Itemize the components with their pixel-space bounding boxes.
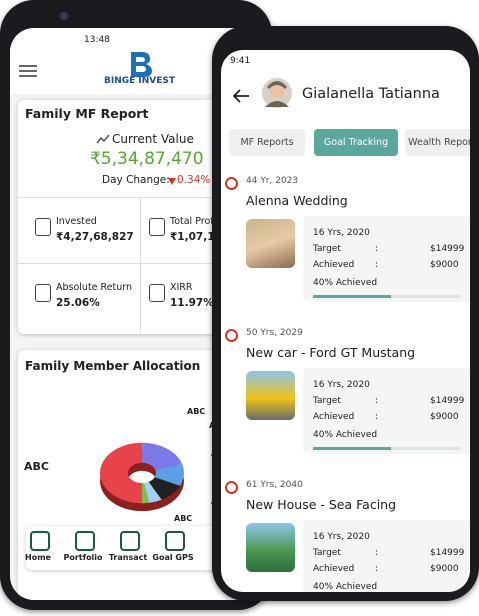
goal-image bbox=[246, 523, 295, 572]
goal-card bbox=[303, 368, 470, 454]
goal-card bbox=[303, 520, 470, 592]
stat-icon bbox=[149, 284, 165, 302]
nav-icon[interactable] bbox=[120, 531, 140, 551]
tab[interactable]: MF Reports bbox=[229, 129, 305, 156]
front-screen: 9:41 Gialanella Tatianna MF Reports Goal … bbox=[221, 50, 470, 592]
goal-field-label: Achieved bbox=[313, 260, 355, 270]
front-phone: 9:41 Gialanella Tatianna MF Reports Goal … bbox=[212, 26, 479, 601]
goal-icon bbox=[225, 481, 238, 494]
current-value: ₹5,34,87,470 bbox=[90, 149, 204, 169]
goal-field-value: $14999 bbox=[430, 396, 465, 406]
progress-fill bbox=[313, 295, 391, 298]
stat-icon bbox=[35, 218, 51, 236]
pie-label: ABC bbox=[187, 407, 206, 416]
stat-label: XIRR bbox=[170, 282, 193, 293]
goal-progress-label: 40% Achieved bbox=[313, 278, 378, 288]
goal-field-value: $9000 bbox=[430, 412, 459, 422]
pie-label: ABC bbox=[174, 514, 193, 523]
goal-progress-label: 40% Achieved bbox=[313, 582, 378, 592]
progress-fill bbox=[313, 447, 391, 450]
goal-field-value: $9000 bbox=[430, 564, 459, 574]
stat-icon bbox=[149, 218, 165, 236]
goal-title: New car - Ford GT Mustang bbox=[246, 345, 416, 360]
trend-icon bbox=[96, 134, 110, 144]
goal-field-value: $14999 bbox=[430, 244, 465, 254]
goal-image bbox=[246, 219, 295, 268]
goal-separator: : bbox=[375, 260, 379, 270]
goal-age: 61 Yrs, 2040 bbox=[246, 480, 303, 490]
goal-field-value: $9000 bbox=[430, 260, 459, 270]
goal-field-label: Target bbox=[313, 244, 341, 254]
tab[interactable]: Goal Tracking bbox=[314, 129, 398, 156]
goal-field-label: Achieved bbox=[313, 564, 355, 574]
stat-icon bbox=[35, 284, 51, 302]
pie-label: ABC bbox=[24, 460, 49, 473]
camera bbox=[60, 12, 68, 20]
goal-field-label: Target bbox=[313, 548, 341, 558]
stat-value: ₹4,27,68,827 bbox=[56, 231, 134, 243]
menu-icon bbox=[19, 65, 37, 77]
nav-label[interactable]: Home bbox=[25, 553, 51, 562]
goal-separator: : bbox=[375, 412, 379, 422]
goal-title: New House - Sea Facing bbox=[246, 497, 397, 512]
back-arrow[interactable] bbox=[231, 88, 251, 104]
goal-field-label: Achieved bbox=[313, 412, 355, 422]
logo bbox=[131, 52, 152, 77]
stat-label: Total Profi bbox=[170, 216, 217, 227]
nav-icon[interactable] bbox=[30, 531, 50, 551]
stat-value: ₹1,07,18 bbox=[170, 231, 222, 243]
goal-icon bbox=[225, 177, 238, 190]
stat-label: Invested bbox=[56, 216, 97, 227]
allocation-title: Family Member Allocation bbox=[25, 359, 201, 373]
brand: BINGE INVEST bbox=[104, 76, 176, 86]
stat-label: Absolute Return bbox=[56, 282, 133, 293]
goal-separator: : bbox=[375, 548, 379, 558]
goal-image bbox=[246, 371, 295, 420]
nav-label[interactable]: Portfolio bbox=[63, 553, 103, 562]
down-arrow bbox=[168, 178, 176, 185]
goal-age: 44 Yr, 2023 bbox=[246, 176, 299, 186]
status-time: 13:48 bbox=[84, 35, 110, 45]
user-name: Gialanella Tatianna bbox=[302, 86, 440, 102]
goal-field-label: Target bbox=[313, 396, 341, 406]
current-value-label: Current Value bbox=[112, 132, 194, 146]
nav-label[interactable]: Goal GPS bbox=[152, 553, 194, 562]
goal-period: 16 Yrs, 2020 bbox=[313, 532, 370, 542]
nav-label[interactable]: Transact bbox=[108, 553, 148, 562]
nav-icon[interactable] bbox=[75, 531, 95, 551]
divider bbox=[140, 197, 141, 333]
goal-separator: : bbox=[375, 564, 379, 574]
goal-period: 16 Yrs, 2020 bbox=[313, 228, 370, 238]
day-change: 0.34% bbox=[177, 174, 211, 186]
report-title: Family MF Report bbox=[25, 106, 149, 121]
status-time: 9:41 bbox=[230, 56, 251, 66]
avatar bbox=[262, 78, 292, 108]
goal-card bbox=[303, 216, 470, 302]
day-change-label: Day Change: bbox=[102, 174, 170, 186]
tab[interactable]: Wealth Repor bbox=[405, 129, 470, 156]
donut-chart bbox=[100, 442, 184, 512]
goal-title: Alenna Wedding bbox=[246, 193, 348, 208]
goal-progress-label: 40% Achieved bbox=[313, 430, 378, 440]
stat-value: 25.06% bbox=[56, 297, 100, 309]
goal-period: 16 Yrs, 2020 bbox=[313, 380, 370, 390]
goal-field-value: $14999 bbox=[430, 548, 465, 558]
goal-age: 50 Yrs, 2029 bbox=[246, 328, 303, 338]
stat-value: 11.97% bbox=[170, 297, 214, 309]
goal-icon bbox=[225, 329, 238, 342]
goal-separator: : bbox=[375, 396, 379, 406]
goal-separator: : bbox=[375, 244, 379, 254]
nav-icon[interactable] bbox=[165, 531, 185, 551]
